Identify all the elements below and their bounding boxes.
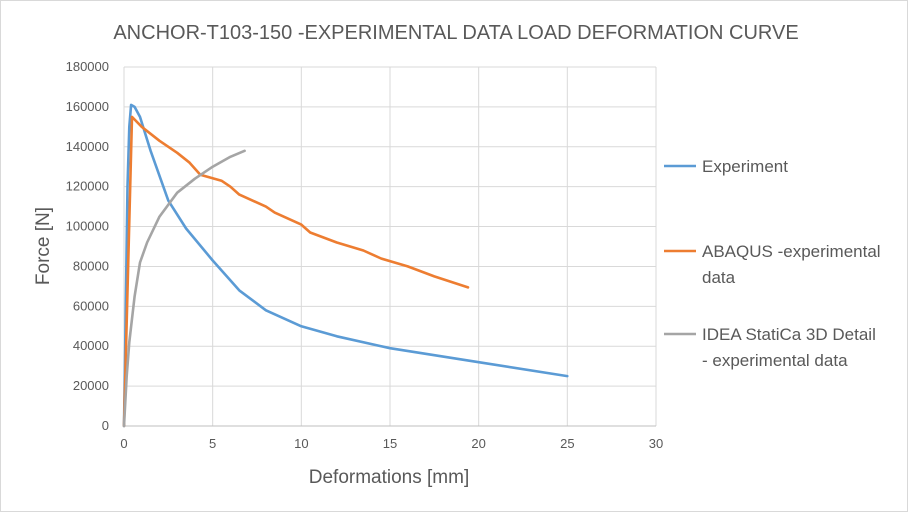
legend-label-3: IDEA StatiCa 3D Detail [702, 325, 876, 344]
legend-label-2: ABAQUS -experimental [702, 242, 881, 261]
legend-label-2: data [702, 268, 736, 287]
y-tick-label: 180000 [66, 59, 109, 74]
y-tick-label: 80000 [73, 258, 109, 273]
series-line-2 [122, 115, 470, 428]
y-axis-label: Force [N] [33, 207, 54, 285]
y-tick-label: 140000 [66, 139, 109, 154]
x-tick-label: 15 [383, 436, 397, 451]
x-tick-label: 0 [120, 436, 127, 451]
y-tick-label: 40000 [73, 338, 109, 353]
legend-label-3: - experimental data [702, 351, 848, 370]
x-tick-label: 25 [560, 436, 574, 451]
y-tick-label: 100000 [66, 219, 109, 234]
x-tick-label: 30 [649, 436, 663, 451]
y-tick-label: 60000 [73, 298, 109, 313]
series-line-3 [122, 149, 246, 428]
x-tick-label: 5 [209, 436, 216, 451]
y-tick-label: 20000 [73, 378, 109, 393]
legend-label-1: Experiment [702, 157, 788, 176]
chart-title: ANCHOR-T103-150 -EXPERIMENTAL DATA LOAD … [113, 22, 798, 44]
x-axis-label: Deformations [mm] [309, 467, 469, 488]
y-tick-label: 0 [102, 418, 109, 433]
y-tick-label: 120000 [66, 179, 109, 194]
series-line-1 [122, 103, 569, 428]
x-tick-label: 20 [471, 436, 485, 451]
x-tick-label: 10 [294, 436, 308, 451]
y-tick-label: 160000 [66, 99, 109, 114]
